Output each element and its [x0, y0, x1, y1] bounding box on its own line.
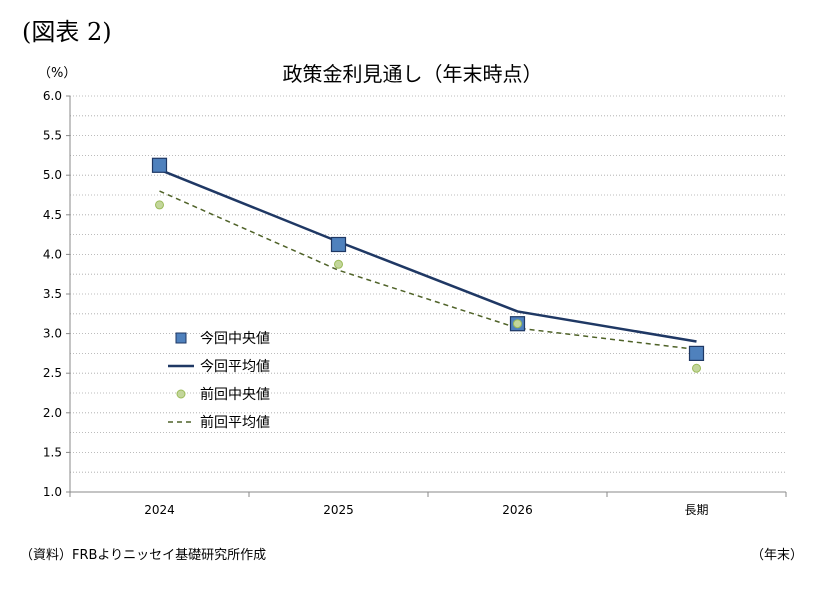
series-current-mean-line: [159, 168, 697, 343]
legend-swatch-current-median: [175, 332, 187, 344]
source-note: （資料）FRBよりニッセイ基礎研究所作成: [20, 548, 267, 563]
y-axis-unit: （%）: [38, 66, 77, 81]
y-tick-label: 1.0: [43, 485, 62, 499]
series-prev-median-point: [692, 363, 701, 373]
y-tick-label: 6.0: [43, 89, 62, 103]
series-current-median-point: [688, 345, 705, 361]
x-tick-label: 2024: [144, 503, 175, 517]
series-current-median-point: [151, 157, 168, 173]
y-tick-label: 3.0: [43, 327, 62, 341]
y-tick-label: 3.5: [43, 287, 62, 301]
legend-label: 今回中央値: [200, 331, 270, 347]
y-tick-label: 2.0: [43, 406, 62, 420]
series-prev-median-point: [513, 319, 522, 329]
series-prev-median-point: [334, 259, 343, 269]
legend-swatch-prev-median: [176, 389, 186, 399]
y-tick-label: 5.5: [43, 129, 62, 143]
x-tick-label: 2025: [323, 503, 354, 517]
series-prev-mean-line: [159, 190, 697, 351]
y-tick-label: 5.0: [43, 168, 62, 182]
y-tick-label: 4.0: [43, 247, 62, 261]
series-prev-median-point: [155, 200, 164, 210]
series-current-median-point: [330, 236, 347, 253]
figure-label: (図表 2): [22, 18, 112, 46]
chart-title: 政策金利見通し（年末時点）: [282, 62, 543, 86]
legend-label: 今回平均値: [200, 359, 270, 375]
x-axis-unit: （年末）: [750, 548, 803, 563]
y-tick-label: 2.5: [43, 366, 62, 380]
y-tick-label: 1.5: [43, 445, 62, 459]
x-tick-label: 2026: [502, 503, 533, 517]
legend-label: 前回平均値: [200, 414, 270, 431]
x-tick-label: 長期: [684, 503, 708, 517]
y-tick-label: 4.5: [43, 208, 62, 222]
legend-label: 前回中央値: [200, 386, 270, 403]
